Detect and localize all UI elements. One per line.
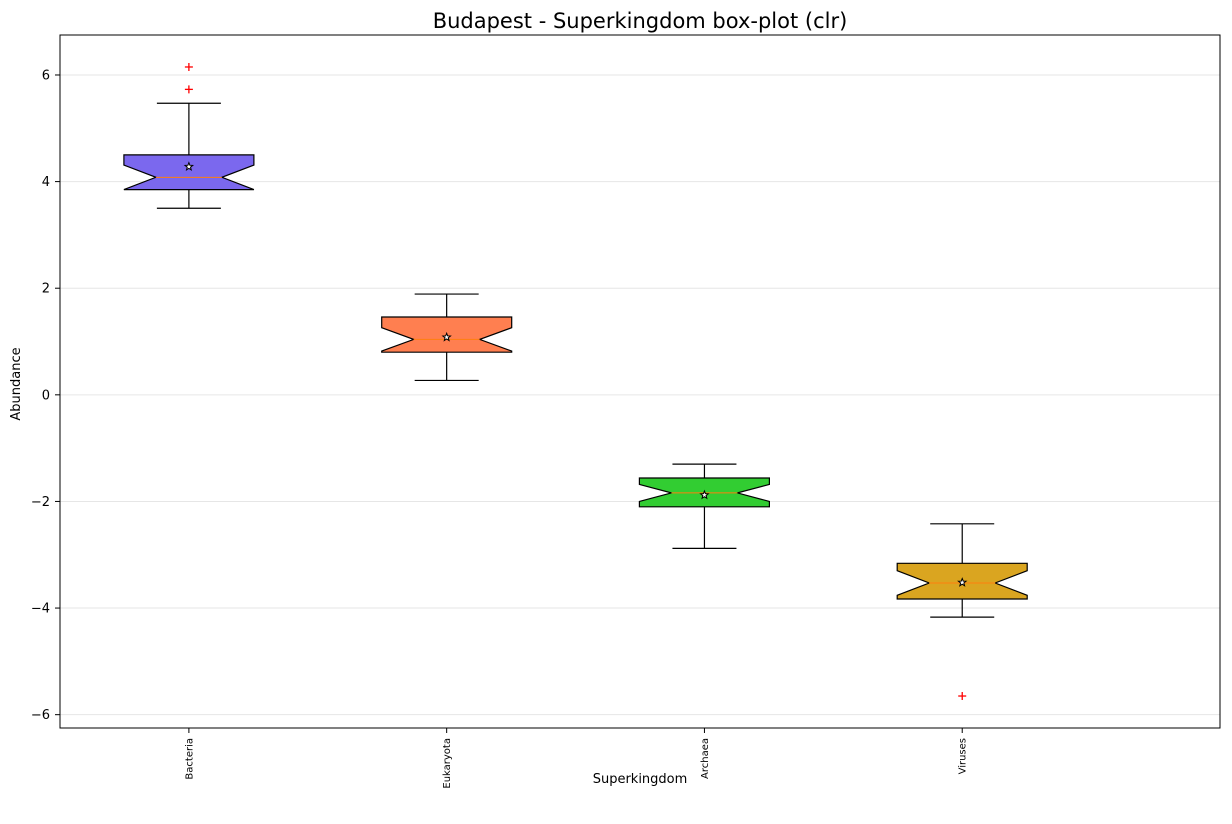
y-axis-ticks: 6 4 2 0 −2 −4 −6 — [31, 68, 60, 723]
y-tick-label: 6 — [42, 68, 50, 83]
y-axis-label: Abundance — [9, 347, 24, 420]
mean-marker — [441, 331, 452, 342]
box-body — [123, 154, 255, 191]
box-series — [123, 62, 1028, 701]
x-axis-label: Superkingdom — [593, 772, 688, 787]
mean-marker — [183, 161, 195, 172]
y-tick-label: 2 — [42, 282, 50, 297]
y-tick-label: −4 — [31, 602, 50, 617]
y-tick-label: 4 — [42, 175, 50, 190]
box-viruses — [896, 523, 1028, 701]
y-tick-label: −2 — [31, 495, 50, 510]
x-axis-ticks: Bacteria Eukaryota Archaea Viruses — [184, 728, 969, 789]
box-archaea — [638, 463, 771, 549]
mean-marker — [957, 577, 968, 587]
chart-title: Budapest - Superkingdom box-plot (clr) — [433, 9, 848, 33]
x-tick-label: Viruses — [958, 738, 969, 774]
x-tick-label: Bacteria — [184, 738, 195, 780]
x-tick-label: Archaea — [700, 738, 711, 779]
mean-marker — [699, 489, 710, 500]
box-bacteria — [123, 62, 255, 209]
box-eukaryota — [381, 293, 513, 382]
x-tick-label: Eukaryota — [442, 738, 453, 789]
plot-frame — [59, 34, 1221, 729]
y-tick-label: 0 — [42, 388, 50, 403]
y-tick-label: −6 — [31, 708, 50, 723]
